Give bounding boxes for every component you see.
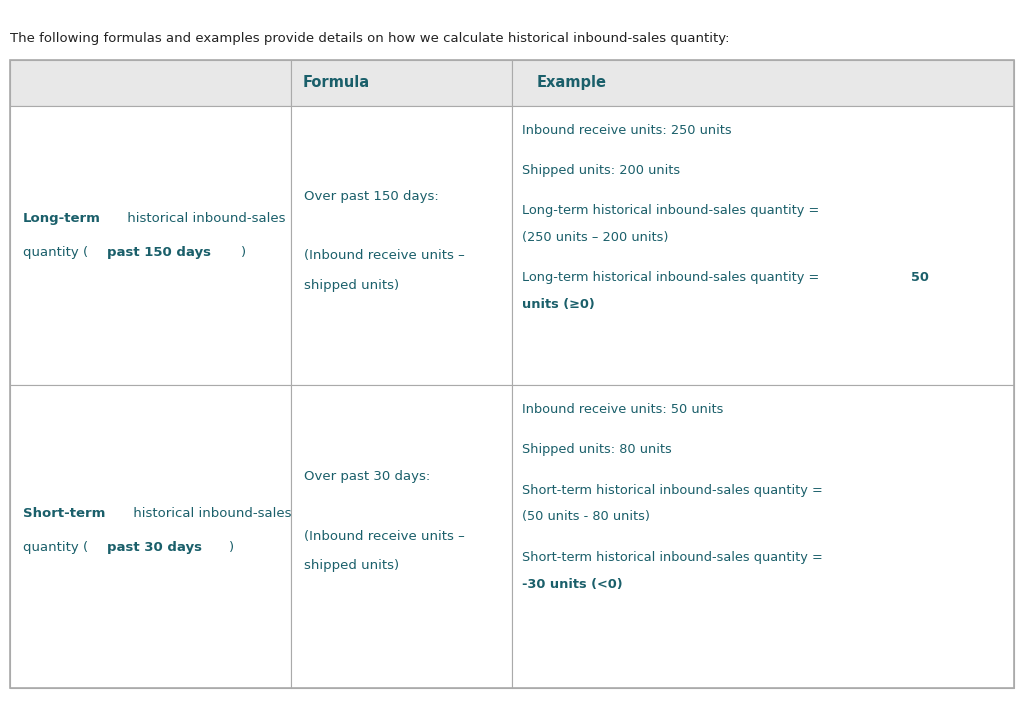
- Text: historical inbound-sales: historical inbound-sales: [123, 212, 286, 225]
- Text: past 150 days: past 150 days: [106, 246, 211, 259]
- Bar: [10, 60, 1014, 688]
- Text: (250 units – 200 units): (250 units – 200 units): [522, 231, 669, 244]
- Text: Long-term historical inbound-sales quantity =: Long-term historical inbound-sales quant…: [522, 271, 823, 284]
- Text: Shipped units: 80 units: Shipped units: 80 units: [522, 443, 672, 456]
- Text: historical inbound-sales: historical inbound-sales: [129, 507, 291, 520]
- Text: shipped units): shipped units): [303, 279, 398, 292]
- Text: -30 units (<0): -30 units (<0): [522, 578, 623, 590]
- Bar: [512, 60, 1014, 106]
- Text: Short-term historical inbound-sales quantity =: Short-term historical inbound-sales quan…: [522, 551, 822, 563]
- Text: Long-term historical inbound-sales quantity =: Long-term historical inbound-sales quant…: [522, 204, 819, 217]
- Text: quantity (: quantity (: [23, 246, 88, 259]
- Text: ): ): [229, 541, 234, 554]
- Text: (50 units - 80 units): (50 units - 80 units): [522, 510, 650, 523]
- Text: Short-term historical inbound-sales quantity =: Short-term historical inbound-sales quan…: [522, 484, 822, 496]
- Text: Example: Example: [537, 76, 607, 90]
- Text: 50: 50: [910, 271, 929, 284]
- Text: past 30 days: past 30 days: [106, 541, 202, 554]
- Text: The following formulas and examples provide details on how we calculate historic: The following formulas and examples prov…: [10, 32, 730, 44]
- Text: units (≥0): units (≥0): [522, 298, 595, 311]
- Text: shipped units): shipped units): [303, 559, 398, 573]
- Text: quantity (: quantity (: [23, 541, 88, 554]
- Text: ): ): [241, 246, 246, 259]
- Text: (Inbound receive units –: (Inbound receive units –: [303, 249, 464, 262]
- Bar: [512, 385, 1014, 688]
- Bar: [291, 385, 512, 688]
- Text: Inbound receive units: 50 units: Inbound receive units: 50 units: [522, 403, 723, 416]
- Text: Short-term: Short-term: [23, 507, 104, 520]
- Text: Formula: Formula: [302, 76, 370, 90]
- Text: Over past 30 days:: Over past 30 days:: [303, 470, 430, 484]
- Bar: [10, 60, 291, 106]
- Bar: [10, 106, 291, 385]
- Bar: [291, 106, 512, 385]
- Bar: [291, 60, 512, 106]
- Text: Long-term: Long-term: [23, 212, 100, 225]
- Bar: [512, 106, 1014, 385]
- Text: Shipped units: 200 units: Shipped units: 200 units: [522, 164, 680, 176]
- Bar: [10, 385, 291, 688]
- Text: (Inbound receive units –: (Inbound receive units –: [303, 530, 464, 543]
- Text: Over past 150 days:: Over past 150 days:: [303, 190, 438, 203]
- Text: Inbound receive units: 250 units: Inbound receive units: 250 units: [522, 124, 731, 136]
